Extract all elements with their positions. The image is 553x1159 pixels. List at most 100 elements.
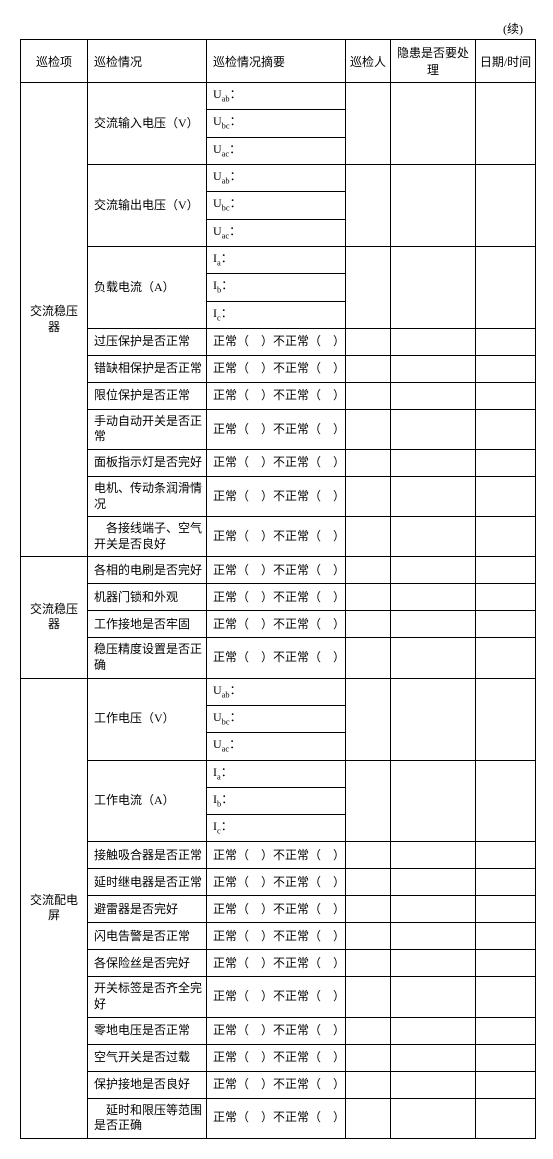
section-3-label: 交流配电屏 (21, 678, 88, 1138)
table-row: 延时继电器是否正常 正常（ ）不正常（ ） (21, 869, 536, 896)
empty-cell (476, 950, 536, 977)
table-row: 工作电流（A） Ia： (21, 760, 536, 787)
table-row: 交流稳压器 交流输入电压（V） Uab： (21, 83, 536, 110)
empty-cell (476, 1017, 536, 1044)
header-item: 巡检项 (21, 40, 88, 83)
empty-cell (391, 557, 476, 584)
header-person: 巡检人 (346, 40, 391, 83)
row-label: 工作电压（V） (88, 678, 207, 760)
summary-cell: 正常（ ）不正常（ ） (207, 355, 346, 382)
empty-cell (391, 328, 476, 355)
row-label: 延时继电器是否正常 (88, 869, 207, 896)
table-row: 闪电告警是否正常 正常（ ）不正常（ ） (21, 923, 536, 950)
row-label: 手动自动开关是否正常 (88, 409, 207, 449)
empty-cell (476, 869, 536, 896)
summary-cell: 正常（ ）不正常（ ） (207, 869, 346, 896)
row-label: 交流输出电压（V） (88, 164, 207, 246)
summary-cell: Ia： (207, 760, 346, 787)
summary-cell: 正常（ ）不正常（ ） (207, 950, 346, 977)
row-label: 各接线端子、空气开关是否良好 (88, 517, 207, 557)
summary-cell: 正常（ ）不正常（ ） (207, 557, 346, 584)
empty-cell (391, 950, 476, 977)
table-row: 面板指示灯是否完好 正常（ ）不正常（ ） (21, 450, 536, 477)
empty-cell (391, 977, 476, 1017)
empty-cell (391, 1044, 476, 1071)
empty-cell (346, 328, 391, 355)
summary-cell: Uac： (207, 733, 346, 760)
row-label: 各保险丝是否完好 (88, 950, 207, 977)
table-row: 错缺相保护是否正常 正常（ ）不正常（ ） (21, 355, 536, 382)
empty-cell (346, 977, 391, 1017)
empty-cell (346, 760, 391, 842)
empty-cell (476, 760, 536, 842)
empty-cell (476, 1071, 536, 1098)
table-row: 工作接地是否牢固 正常（ ）不正常（ ） (21, 611, 536, 638)
row-label: 电机、传动条润滑情况 (88, 477, 207, 517)
table-row: 机器门锁和外观 正常（ ）不正常（ ） (21, 584, 536, 611)
empty-cell (476, 611, 536, 638)
empty-cell (391, 584, 476, 611)
summary-cell: 正常（ ）不正常（ ） (207, 923, 346, 950)
empty-cell (476, 842, 536, 869)
summary-cell: Ubc： (207, 110, 346, 137)
row-label: 工作接地是否牢固 (88, 611, 207, 638)
summary-cell: Ib： (207, 274, 346, 301)
empty-cell (346, 842, 391, 869)
empty-cell (476, 923, 536, 950)
header-handle: 隐患是否要处理 (391, 40, 476, 83)
summary-cell: 正常（ ）不正常（ ） (207, 896, 346, 923)
summary-cell: 正常（ ）不正常（ ） (207, 638, 346, 678)
row-label: 保护接地是否良好 (88, 1071, 207, 1098)
empty-cell (391, 896, 476, 923)
summary-cell: Ubc： (207, 705, 346, 732)
empty-cell (346, 950, 391, 977)
empty-cell (391, 450, 476, 477)
summary-cell: 正常（ ）不正常（ ） (207, 517, 346, 557)
row-label: 接触吸合器是否正常 (88, 842, 207, 869)
empty-cell (391, 1098, 476, 1138)
summary-cell: 正常（ ）不正常（ ） (207, 477, 346, 517)
table-row: 开关标签是否齐全完好 正常（ ）不正常（ ） (21, 977, 536, 1017)
summary-cell: Uab： (207, 83, 346, 110)
summary-cell: 正常（ ）不正常（ ） (207, 1044, 346, 1071)
row-label: 负载电流（A） (88, 246, 207, 328)
row-label: 限位保护是否正常 (88, 382, 207, 409)
empty-cell (391, 638, 476, 678)
empty-cell (476, 517, 536, 557)
empty-cell (391, 477, 476, 517)
row-label: 延时和限压等范围是否正确 (88, 1098, 207, 1138)
summary-cell: Ubc： (207, 192, 346, 219)
empty-cell (346, 1044, 391, 1071)
empty-cell (391, 923, 476, 950)
summary-cell: 正常（ ）不正常（ ） (207, 1017, 346, 1044)
empty-cell (391, 164, 476, 246)
table-row: 稳压精度设置是否正确 正常（ ）不正常（ ） (21, 638, 536, 678)
empty-cell (346, 246, 391, 328)
empty-cell (391, 382, 476, 409)
summary-cell: 正常（ ）不正常（ ） (207, 842, 346, 869)
table-row: 空气开关是否过载 正常（ ）不正常（ ） (21, 1044, 536, 1071)
empty-cell (476, 584, 536, 611)
empty-cell (476, 477, 536, 517)
empty-cell (346, 678, 391, 760)
empty-cell (391, 842, 476, 869)
empty-cell (346, 896, 391, 923)
section-2-label: 交流稳压器 (21, 557, 88, 678)
empty-cell (391, 1071, 476, 1098)
summary-cell: Ic： (207, 815, 346, 842)
row-label: 错缺相保护是否正常 (88, 355, 207, 382)
table-row: 延时和限压等范围是否正确 正常（ ）不正常（ ） (21, 1098, 536, 1138)
empty-cell (391, 678, 476, 760)
table-row: 接触吸合器是否正常 正常（ ）不正常（ ） (21, 842, 536, 869)
summary-cell: Ib： (207, 787, 346, 814)
summary-cell: Uac： (207, 137, 346, 164)
empty-cell (346, 557, 391, 584)
row-label: 各相的电刷是否完好 (88, 557, 207, 584)
section-1-label: 交流稳压器 (21, 83, 88, 557)
summary-cell: Uab： (207, 678, 346, 705)
summary-cell: 正常（ ）不正常（ ） (207, 611, 346, 638)
empty-cell (391, 1017, 476, 1044)
table-row: 交流输出电压（V） Uab： (21, 164, 536, 191)
row-label: 工作电流（A） (88, 760, 207, 842)
header-situation: 巡检情况 (88, 40, 207, 83)
